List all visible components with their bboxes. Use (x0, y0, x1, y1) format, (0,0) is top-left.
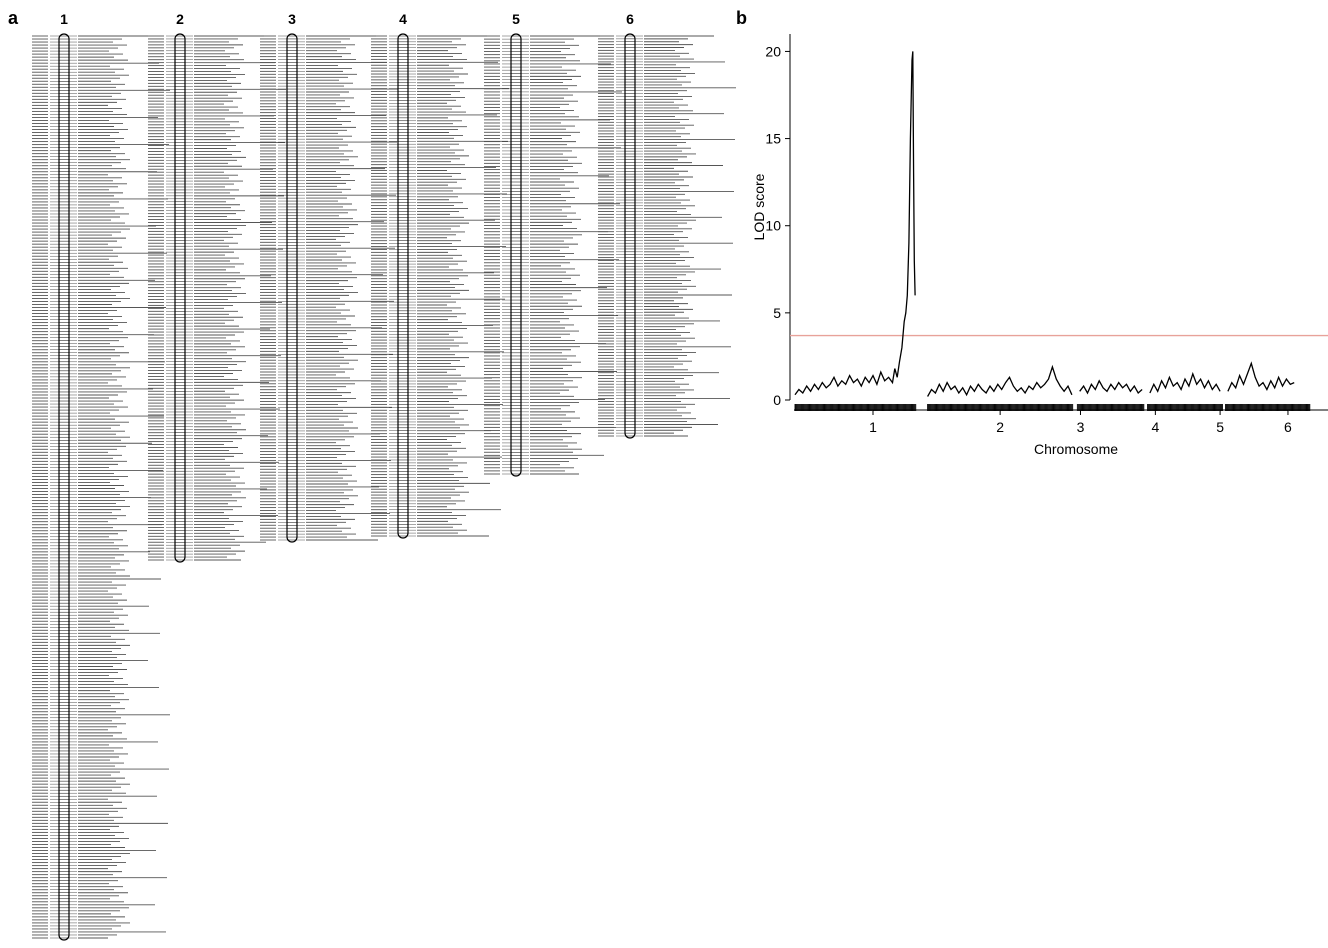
chromosome-bar (624, 33, 636, 439)
x-tick-label: 6 (1284, 419, 1292, 435)
lod-curve-segment (927, 364, 1073, 397)
y-axis-label: LOD score (751, 173, 767, 240)
panel-a-label: a (8, 8, 19, 28)
chromosome-2-label: 2 (176, 11, 184, 27)
chromosome-bar (286, 33, 298, 543)
y-tick-label: 10 (765, 218, 781, 234)
lod-series (794, 51, 1295, 397)
x-tick-label: 2 (996, 419, 1004, 435)
lod-curve-segment (1227, 361, 1295, 392)
linkage-map-panel: 1 2 3 4 5 6 (32, 11, 736, 941)
chromosome-bar (397, 33, 409, 539)
chromosome-6: 6 (598, 11, 736, 439)
panel-b-label: b (736, 8, 747, 28)
chromosome-3-label: 3 (288, 11, 296, 27)
y-tick-label: 15 (765, 131, 781, 147)
x-tick-label: 1 (869, 419, 877, 435)
chromosome-1-label: 1 (60, 11, 68, 27)
chromosome-3: 3 (260, 11, 398, 543)
x-tick-label: 5 (1216, 419, 1224, 435)
chromosome-bar (58, 33, 70, 941)
chromosome-2: 2 (148, 11, 286, 563)
marker-rug (794, 404, 1311, 411)
lod-curve-segment (1149, 371, 1221, 394)
x-axis-label: Chromosome (1034, 441, 1118, 457)
x-tick-label: 4 (1151, 419, 1159, 435)
y-tick-label: 5 (773, 305, 781, 321)
chromosome-1: 1 (32, 11, 170, 941)
y-tick-label: 0 (773, 392, 781, 408)
chromosome-4: 4 (371, 11, 509, 539)
chromosome-5-label: 5 (512, 11, 520, 27)
chromosome-6-label: 6 (626, 11, 634, 27)
y-tick-label: 20 (765, 43, 781, 59)
lod-curve-segment (1079, 379, 1143, 395)
x-tick-label: 3 (1077, 419, 1085, 435)
chromosome-4-label: 4 (399, 11, 407, 27)
chromosome-bar (174, 33, 186, 563)
lod-curve-segment (794, 51, 916, 396)
chromosome-5: 5 (484, 11, 622, 477)
